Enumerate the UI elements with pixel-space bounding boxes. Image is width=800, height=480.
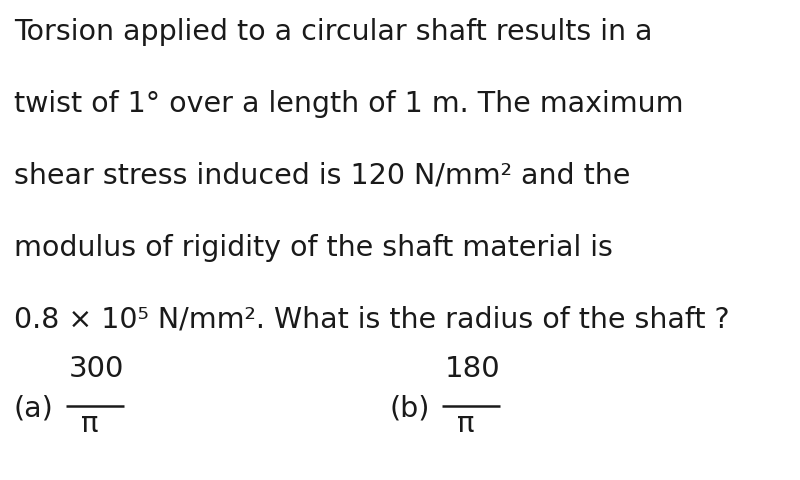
Text: 0.8 × 10⁵ N/mm². What is the radius of the shaft ?: 0.8 × 10⁵ N/mm². What is the radius of t… bbox=[14, 306, 730, 334]
Text: π: π bbox=[81, 410, 98, 438]
Text: π: π bbox=[457, 410, 474, 438]
Text: shear stress induced is 120 N/mm² and the: shear stress induced is 120 N/mm² and th… bbox=[14, 162, 630, 190]
Text: (b): (b) bbox=[390, 394, 430, 422]
Text: (a): (a) bbox=[14, 394, 54, 422]
Text: 180: 180 bbox=[445, 355, 501, 383]
Text: 300: 300 bbox=[69, 355, 124, 383]
Text: twist of 1° over a length of 1 m. The maximum: twist of 1° over a length of 1 m. The ma… bbox=[14, 90, 683, 118]
Text: modulus of rigidity of the shaft material is: modulus of rigidity of the shaft materia… bbox=[14, 234, 613, 262]
Text: Torsion applied to a circular shaft results in a: Torsion applied to a circular shaft resu… bbox=[14, 18, 653, 46]
